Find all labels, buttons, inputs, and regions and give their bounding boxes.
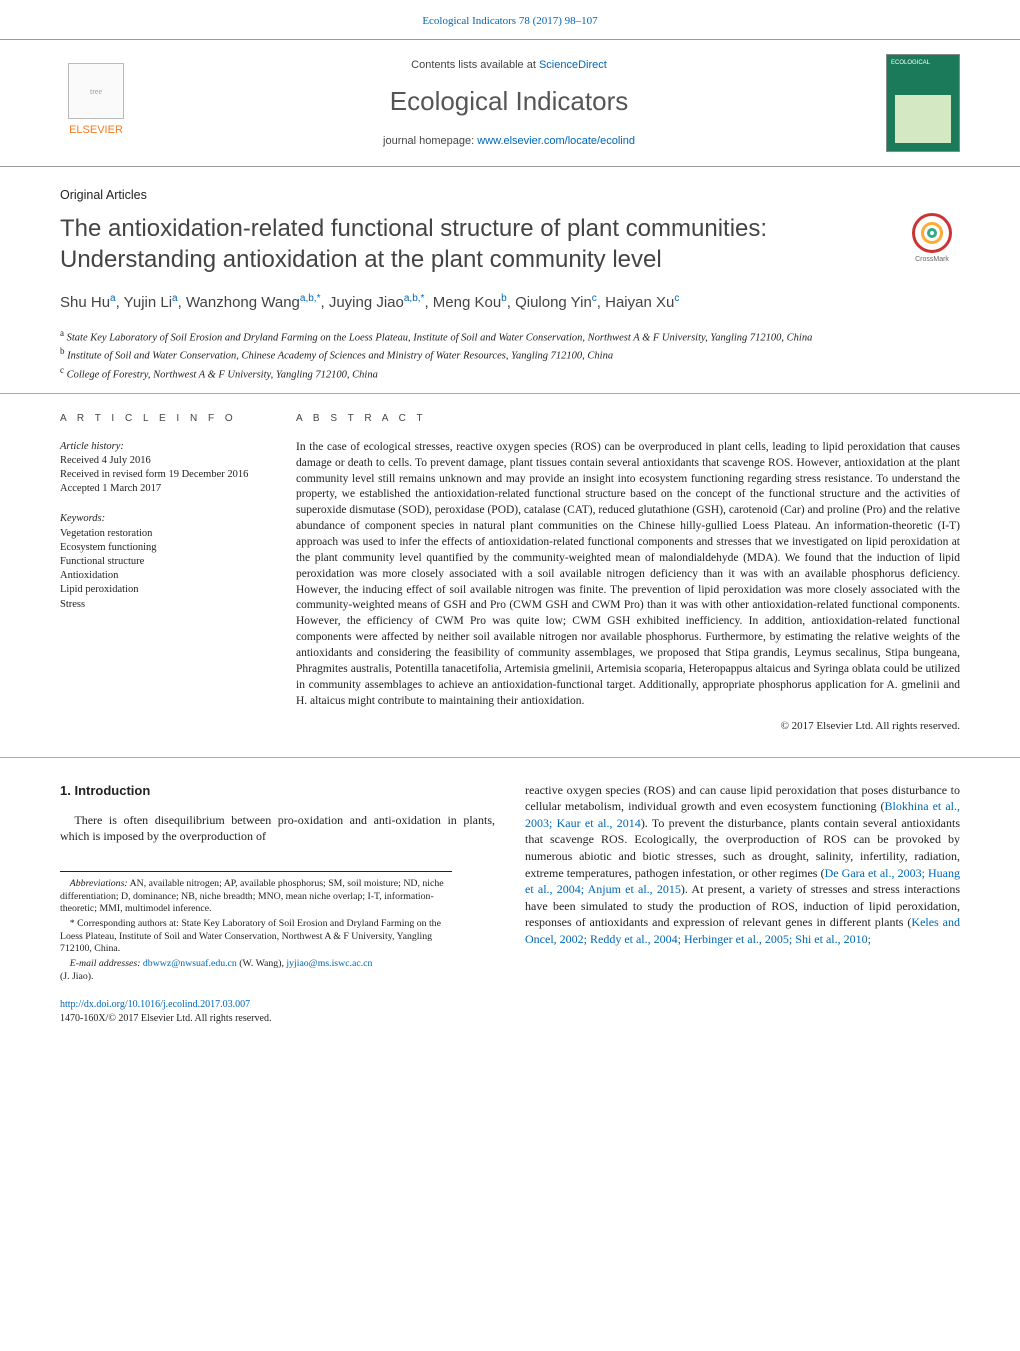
abstract-text: In the case of ecological stresses, reac… bbox=[296, 440, 960, 710]
homepage-prefix: journal homepage: bbox=[383, 135, 477, 147]
author-list: Shu Hua, Yujin Lia, Wanzhong Wanga,b,*, … bbox=[0, 291, 1020, 327]
abstract-heading: a b s t r a c t bbox=[296, 412, 960, 426]
abstract-column: a b s t r a c t In the case of ecologica… bbox=[296, 412, 960, 735]
contents-available-line: Contents lists available at ScienceDirec… bbox=[132, 58, 886, 73]
body-two-column: 1. Introduction There is often disequili… bbox=[0, 758, 1020, 986]
homepage-line: journal homepage: www.elsevier.com/locat… bbox=[132, 134, 886, 149]
homepage-link[interactable]: www.elsevier.com/locate/ecolind bbox=[477, 135, 635, 147]
elsevier-logo: tree ELSEVIER bbox=[60, 63, 132, 143]
abbrev-label: Abbreviations: bbox=[70, 878, 128, 889]
email-2-who: (J. Jiao). bbox=[60, 971, 93, 982]
keyword-item: Stress bbox=[60, 598, 260, 612]
article-title: The antioxidation-related functional str… bbox=[0, 209, 1020, 291]
body-right-column: reactive oxygen species (ROS) and can ca… bbox=[525, 782, 960, 986]
body-left-column: 1. Introduction There is often disequili… bbox=[60, 782, 495, 986]
affiliation-line: a State Key Laboratory of Soil Erosion a… bbox=[60, 327, 960, 346]
footnotes: Abbreviations: AN, available nitrogen; A… bbox=[60, 871, 452, 984]
keywords-label: Keywords: bbox=[60, 512, 260, 526]
crossmark-badge[interactable]: CrossMark bbox=[904, 213, 960, 269]
doi-footer: http://dx.doi.org/10.1016/j.ecolind.2017… bbox=[0, 986, 1020, 1050]
article-info-heading: a r t i c l e i n f o bbox=[60, 412, 260, 426]
keywords-block: Keywords: Vegetation restorationEcosyste… bbox=[60, 512, 260, 611]
article-title-text: The antioxidation-related functional str… bbox=[60, 215, 767, 273]
doi-link[interactable]: http://dx.doi.org/10.1016/j.ecolind.2017… bbox=[60, 999, 250, 1010]
intro-heading: 1. Introduction bbox=[60, 782, 495, 800]
affiliation-line: b Institute of Soil and Water Conservati… bbox=[60, 345, 960, 364]
keyword-item: Vegetation restoration bbox=[60, 527, 260, 541]
keyword-item: Lipid peroxidation bbox=[60, 583, 260, 597]
info-abstract-row: a r t i c l e i n f o Article history: R… bbox=[0, 394, 1020, 758]
journal-reference: Ecological Indicators 78 (2017) 98–107 bbox=[0, 0, 1020, 39]
received-date: Received 4 July 2016 bbox=[60, 454, 260, 468]
header-center: Contents lists available at ScienceDirec… bbox=[132, 58, 886, 149]
sciencedirect-link[interactable]: ScienceDirect bbox=[539, 59, 607, 71]
elsevier-tree-icon: tree bbox=[68, 63, 124, 119]
email-link-1[interactable]: dbwwz@nwsuaf.edu.cn bbox=[143, 958, 237, 969]
crossmark-icon bbox=[912, 213, 952, 253]
article-history: Article history: Received 4 July 2016 Re… bbox=[60, 440, 260, 497]
abbreviations-footnote: Abbreviations: AN, available nitrogen; A… bbox=[60, 878, 452, 916]
crossmark-label: CrossMark bbox=[915, 255, 949, 264]
journal-cover-thumbnail bbox=[886, 54, 960, 152]
elsevier-wordmark: ELSEVIER bbox=[69, 123, 123, 138]
journal-title: Ecological Indicators bbox=[132, 83, 886, 119]
keyword-item: Antioxidation bbox=[60, 569, 260, 583]
intro-para-left: There is often disequilibrium between pr… bbox=[60, 812, 495, 845]
article-type-label: Original Articles bbox=[0, 167, 1020, 209]
issn-copyright: 1470-160X/© 2017 Elsevier Ltd. All right… bbox=[60, 1013, 271, 1024]
article-info-column: a r t i c l e i n f o Article history: R… bbox=[60, 412, 260, 735]
keywords-list: Vegetation restorationEcosystem function… bbox=[60, 527, 260, 612]
keyword-item: Ecosystem functioning bbox=[60, 541, 260, 555]
affiliation-line: c College of Forestry, Northwest A & F U… bbox=[60, 364, 960, 383]
corresponding-author-footnote: * Corresponding authors at: State Key La… bbox=[60, 918, 452, 956]
email-link-2[interactable]: jyjiao@ms.iswc.ac.cn bbox=[286, 958, 372, 969]
email-label: E-mail addresses: bbox=[70, 958, 141, 969]
contents-prefix: Contents lists available at bbox=[411, 59, 539, 71]
revised-date: Received in revised form 19 December 201… bbox=[60, 468, 260, 482]
abstract-copyright: © 2017 Elsevier Ltd. All rights reserved… bbox=[296, 719, 960, 734]
affiliations: a State Key Laboratory of Soil Erosion a… bbox=[0, 327, 1020, 394]
keyword-item: Functional structure bbox=[60, 555, 260, 569]
email-footnote: E-mail addresses: dbwwz@nwsuaf.edu.cn (W… bbox=[60, 958, 452, 983]
email-1-who: (W. Wang), bbox=[237, 958, 287, 969]
accepted-date: Accepted 1 March 2017 bbox=[60, 482, 260, 496]
intro-para-right: reactive oxygen species (ROS) and can ca… bbox=[525, 782, 960, 947]
history-label: Article history: bbox=[60, 440, 260, 454]
header-bar: tree ELSEVIER Contents lists available a… bbox=[0, 39, 1020, 167]
